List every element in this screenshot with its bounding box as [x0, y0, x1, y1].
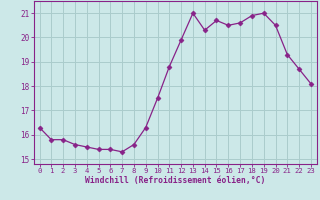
X-axis label: Windchill (Refroidissement éolien,°C): Windchill (Refroidissement éolien,°C) — [85, 176, 265, 185]
